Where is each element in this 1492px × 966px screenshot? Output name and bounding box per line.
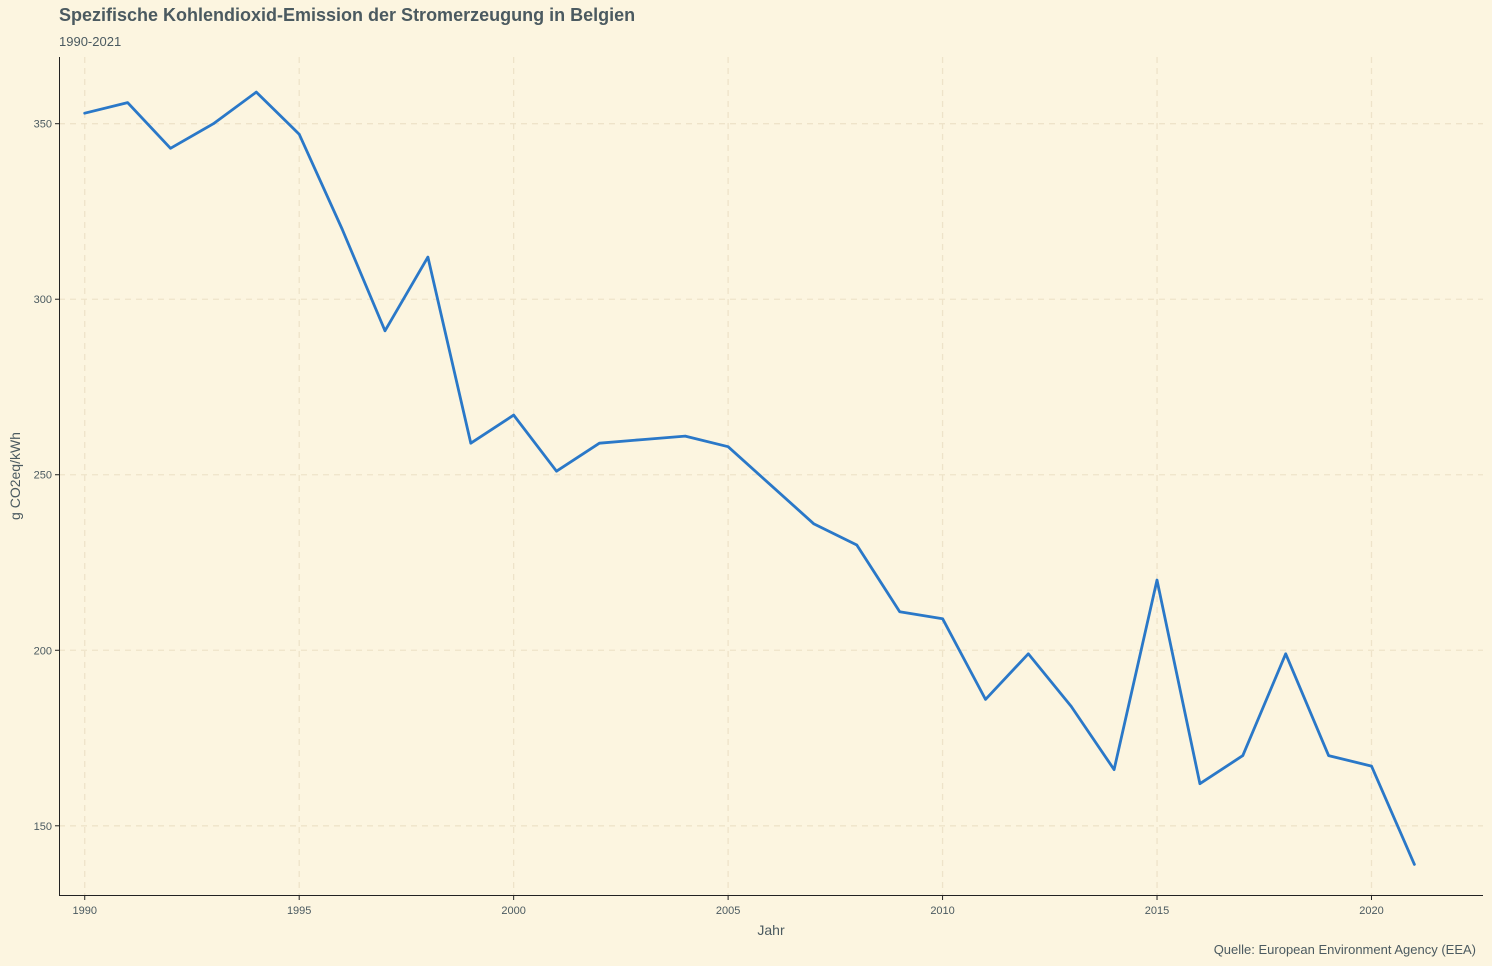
x-tick-label: 2000: [501, 905, 525, 917]
data-point: [469, 441, 472, 445]
data-point: [1284, 652, 1287, 655]
source-note: Quelle: European Environment Agency (EEA…: [1213, 942, 1476, 957]
chart-subtitle: 1990-2021: [59, 34, 122, 49]
x-tick-label: 1995: [287, 905, 311, 917]
data-point: [684, 434, 687, 438]
y-axis-title: g CO2eq/kWh: [7, 432, 23, 520]
data-point: [598, 441, 601, 445]
data-point: [1413, 863, 1416, 866]
data-point: [812, 522, 816, 526]
x-tick-label: 2020: [1359, 905, 1383, 917]
series-group: [83, 90, 1416, 866]
data-point: [855, 543, 858, 547]
x-axis-title: Jahr: [757, 922, 785, 938]
grid-lines: [59, 57, 1483, 896]
data-point: [126, 101, 129, 104]
x-axis-ticks: 1990 1995 2000 2005 2010 2015 2020: [72, 896, 1384, 917]
data-point: [512, 413, 515, 417]
y-axis-ticks: 150 200 250 300 350: [34, 119, 59, 833]
y-tick-label: 250: [34, 470, 52, 482]
data-point: [1155, 578, 1159, 582]
data-point: [898, 610, 901, 613]
data-point: [1370, 764, 1373, 768]
x-tick-label: 2010: [930, 905, 954, 917]
series-line: [83, 90, 1416, 866]
data-point: [1327, 754, 1330, 757]
data-point: [212, 122, 215, 125]
data-point: [169, 147, 172, 150]
data-point: [297, 133, 301, 136]
x-tick-label: 2015: [1145, 905, 1169, 917]
data-point: [383, 329, 387, 333]
x-tick-label: 2005: [716, 905, 740, 917]
y-tick-label: 350: [34, 119, 52, 131]
data-point: [1027, 652, 1030, 655]
y-tick-label: 150: [34, 821, 52, 833]
data-point: [726, 445, 730, 448]
y-tick-label: 200: [34, 645, 52, 657]
data-point: [941, 617, 944, 620]
data-point: [340, 227, 344, 231]
data-point: [984, 698, 987, 701]
data-point: [1198, 782, 1202, 785]
data-point: [426, 255, 430, 259]
data-point: [1070, 705, 1073, 708]
data-point: [1112, 768, 1116, 771]
y-tick-label: 300: [34, 294, 52, 306]
data-point: [1241, 754, 1245, 757]
data-point: [555, 470, 558, 473]
data-point: [83, 111, 86, 115]
chart-title: Spezifische Kohlendioxid-Emission der St…: [59, 5, 636, 25]
data-point: [255, 90, 258, 94]
x-tick-label: 1990: [72, 905, 96, 917]
data-point: [641, 438, 644, 441]
data-point: [769, 484, 773, 487]
